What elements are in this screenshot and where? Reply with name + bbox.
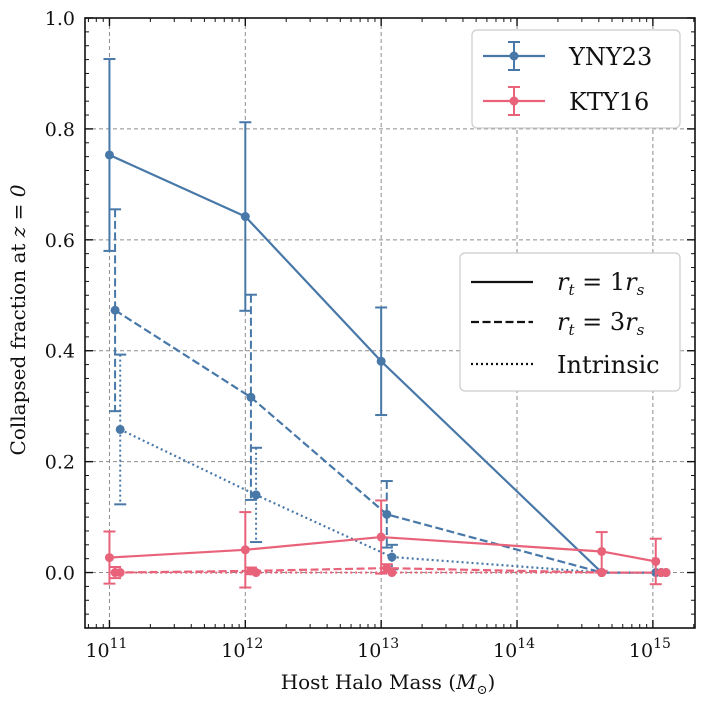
x-axis-label: Host Halo Mass (M⊙) — [281, 670, 496, 698]
data-point — [382, 509, 392, 519]
legend-label-solid: rt = 1rs — [557, 268, 645, 299]
legend-item-yny23: YNY23 — [483, 41, 652, 71]
y-tick-label-5: 1.0 — [45, 8, 75, 30]
data-point — [376, 356, 386, 366]
y-tick-label-3: 0.6 — [45, 230, 75, 252]
y-tick-label-4: 0.8 — [45, 119, 75, 141]
series-legend-box — [471, 29, 681, 129]
legend-item-dashed: rt = 3rs — [471, 308, 645, 339]
x-tick-label-15: 1015 — [629, 636, 671, 662]
data-point — [376, 532, 386, 542]
y-tick-label-0: 0.0 — [45, 563, 75, 585]
series-kty16-solid — [103, 499, 662, 589]
y-tick-label-2: 0.4 — [45, 341, 75, 363]
legend-item-dotted: Intrinsic — [471, 351, 660, 379]
data-point — [597, 546, 607, 556]
data-point — [104, 150, 114, 160]
data-point — [104, 553, 114, 563]
series-group — [103, 58, 671, 589]
x-tick-label-13: 1013 — [357, 636, 399, 662]
style-legend-box — [459, 252, 681, 392]
style-legend: rt = 1rs rt = 3rs Intrinsic — [459, 252, 681, 392]
series-legend: YNY23 KTY16 — [471, 29, 681, 129]
data-point — [661, 568, 671, 578]
legend-item-solid: rt = 1rs — [471, 268, 645, 299]
legend-label-dotted: Intrinsic — [557, 351, 660, 379]
data-point — [651, 556, 661, 566]
data-point — [110, 305, 120, 315]
data-point — [387, 568, 397, 578]
data-point — [240, 545, 250, 555]
data-point — [115, 568, 125, 578]
y-axis-label: Collapsed fraction at z = 0 — [6, 184, 30, 455]
series-kty16-dotted — [115, 568, 671, 578]
legend-item-kty16: KTY16 — [483, 86, 649, 116]
data-point — [246, 392, 256, 402]
legend-marker-yny23 — [509, 51, 519, 61]
legend-label-dashed: rt = 3rs — [557, 308, 645, 339]
data-point — [597, 568, 607, 578]
legend-label-yny23: YNY23 — [568, 43, 652, 71]
data-point — [251, 568, 261, 578]
x-tick-label-11: 1011 — [85, 636, 127, 662]
ticks: 1011 1012 1013 1014 1015 0.0 0.2 0.4 0.6 0.8 1.0 — [45, 8, 695, 662]
x-tick-label-12: 1012 — [221, 636, 263, 662]
data-point — [251, 490, 261, 500]
x-tick-label-14: 1014 — [493, 636, 535, 662]
data-point — [115, 424, 125, 434]
y-tick-label-1: 0.2 — [45, 452, 75, 474]
data-point — [240, 212, 250, 222]
data-point — [387, 552, 397, 562]
legend-label-kty16: KTY16 — [569, 88, 649, 116]
legend-marker-kty16 — [509, 96, 519, 106]
